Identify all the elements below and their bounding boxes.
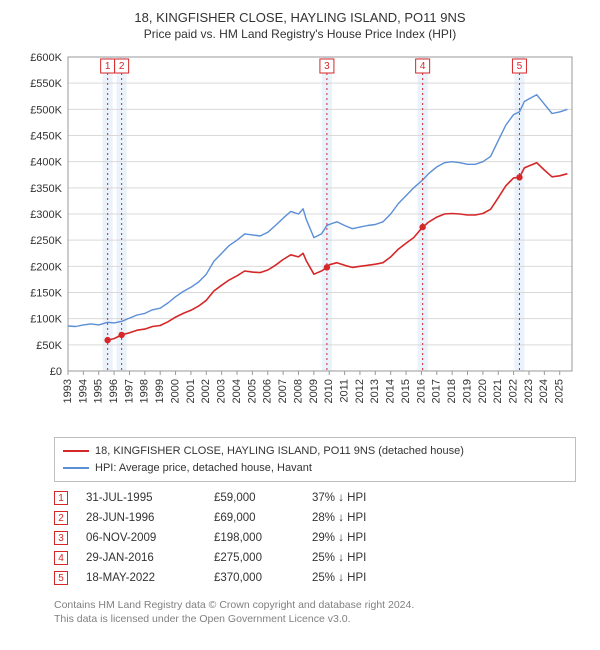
svg-text:£450K: £450K bbox=[30, 131, 62, 143]
transaction-marker-box: 1 bbox=[54, 491, 68, 505]
svg-text:2023: 2023 bbox=[523, 379, 535, 403]
svg-text:2020: 2020 bbox=[477, 379, 489, 403]
svg-text:2024: 2024 bbox=[538, 379, 550, 403]
svg-text:2007: 2007 bbox=[277, 379, 289, 403]
svg-text:1999: 1999 bbox=[154, 379, 166, 403]
svg-text:2018: 2018 bbox=[446, 379, 458, 403]
svg-text:2: 2 bbox=[119, 61, 125, 72]
transaction-price: £59,000 bbox=[214, 492, 294, 504]
transaction-date: 29-JAN-2016 bbox=[86, 552, 196, 564]
legend-label: HPI: Average price, detached house, Hava… bbox=[95, 460, 312, 477]
svg-text:2014: 2014 bbox=[385, 379, 397, 403]
svg-text:1998: 1998 bbox=[139, 379, 151, 403]
svg-text:£500K: £500K bbox=[30, 104, 62, 116]
svg-text:5: 5 bbox=[517, 61, 523, 72]
svg-text:2010: 2010 bbox=[323, 379, 335, 403]
legend-swatch bbox=[63, 467, 89, 469]
chart-container: £0 £50K £100K £150K £200K £250K £300K £350K £400… bbox=[20, 49, 580, 429]
svg-text:2013: 2013 bbox=[369, 379, 381, 403]
transaction-date: 31-JUL-1995 bbox=[86, 492, 196, 504]
legend-label: 18, KINGFISHER CLOSE, HAYLING ISLAND, PO… bbox=[95, 443, 464, 460]
svg-text:£0: £0 bbox=[50, 366, 62, 378]
title-main: 18, KINGFISHER CLOSE, HAYLING ISLAND, PO… bbox=[10, 10, 590, 25]
transaction-pct: 37% ↓ HPI bbox=[312, 492, 422, 504]
svg-text:2005: 2005 bbox=[246, 379, 258, 403]
legend-swatch bbox=[63, 450, 89, 452]
svg-text:1996: 1996 bbox=[108, 379, 120, 403]
svg-text:£250K: £250K bbox=[30, 235, 62, 247]
transaction-row: 1 31-JUL-1995 £59,000 37% ↓ HPI bbox=[54, 488, 576, 508]
svg-text:2003: 2003 bbox=[216, 379, 228, 403]
transaction-row: 3 06-NOV-2009 £198,000 29% ↓ HPI bbox=[54, 528, 576, 548]
legend-row: 18, KINGFISHER CLOSE, HAYLING ISLAND, PO… bbox=[63, 443, 567, 460]
transaction-pct: 28% ↓ HPI bbox=[312, 512, 422, 524]
svg-text:4: 4 bbox=[420, 61, 426, 72]
transaction-marker-box: 3 bbox=[54, 531, 68, 545]
legend: 18, KINGFISHER CLOSE, HAYLING ISLAND, PO… bbox=[54, 437, 576, 482]
svg-text:2012: 2012 bbox=[354, 379, 366, 403]
transaction-marker-box: 4 bbox=[54, 551, 68, 565]
svg-text:1: 1 bbox=[105, 61, 111, 72]
transaction-row: 5 18-MAY-2022 £370,000 25% ↓ HPI bbox=[54, 568, 576, 588]
svg-text:2017: 2017 bbox=[431, 379, 443, 403]
transaction-marker-box: 5 bbox=[54, 571, 68, 585]
svg-text:3: 3 bbox=[324, 61, 330, 72]
footer-line-1: Contains HM Land Registry data © Crown c… bbox=[54, 598, 576, 612]
transaction-row: 4 29-JAN-2016 £275,000 25% ↓ HPI bbox=[54, 548, 576, 568]
transaction-pct: 29% ↓ HPI bbox=[312, 532, 422, 544]
svg-text:£300K: £300K bbox=[30, 209, 62, 221]
svg-text:2001: 2001 bbox=[185, 379, 197, 403]
transaction-date: 06-NOV-2009 bbox=[86, 532, 196, 544]
transaction-marker-box: 2 bbox=[54, 511, 68, 525]
svg-text:£50K: £50K bbox=[36, 340, 62, 352]
transactions-table: 1 31-JUL-1995 £59,000 37% ↓ HPI 2 28-JUN-1996… bbox=[54, 488, 576, 588]
svg-text:2016: 2016 bbox=[415, 379, 427, 403]
svg-text:2022: 2022 bbox=[508, 379, 520, 403]
transaction-price: £275,000 bbox=[214, 552, 294, 564]
legend-row: HPI: Average price, detached house, Hava… bbox=[63, 460, 567, 477]
svg-text:2002: 2002 bbox=[200, 379, 212, 403]
svg-text:1995: 1995 bbox=[93, 379, 105, 403]
svg-text:1994: 1994 bbox=[77, 379, 89, 403]
svg-text:2015: 2015 bbox=[400, 379, 412, 403]
svg-text:2021: 2021 bbox=[492, 379, 504, 403]
svg-text:£150K: £150K bbox=[30, 288, 62, 300]
footer-line-2: This data is licensed under the Open Gov… bbox=[54, 612, 576, 626]
svg-text:£400K: £400K bbox=[30, 157, 62, 169]
svg-text:£350K: £350K bbox=[30, 183, 62, 195]
svg-text:1993: 1993 bbox=[62, 379, 74, 403]
svg-text:2004: 2004 bbox=[231, 379, 243, 403]
chart-titles: 18, KINGFISHER CLOSE, HAYLING ISLAND, PO… bbox=[10, 10, 590, 41]
svg-text:2000: 2000 bbox=[169, 379, 181, 403]
title-sub: Price paid vs. HM Land Registry's House … bbox=[10, 27, 590, 41]
svg-text:1997: 1997 bbox=[123, 379, 135, 403]
transaction-price: £370,000 bbox=[214, 572, 294, 584]
svg-text:2008: 2008 bbox=[292, 379, 304, 403]
svg-text:2006: 2006 bbox=[262, 379, 274, 403]
transaction-price: £198,000 bbox=[214, 532, 294, 544]
svg-text:2025: 2025 bbox=[554, 379, 566, 403]
svg-text:2019: 2019 bbox=[461, 379, 473, 403]
svg-text:2009: 2009 bbox=[308, 379, 320, 403]
footer: Contains HM Land Registry data © Crown c… bbox=[54, 598, 576, 626]
transaction-date: 18-MAY-2022 bbox=[86, 572, 196, 584]
transaction-pct: 25% ↓ HPI bbox=[312, 552, 422, 564]
svg-text:2011: 2011 bbox=[338, 379, 350, 403]
svg-text:£550K: £550K bbox=[30, 78, 62, 90]
transaction-pct: 25% ↓ HPI bbox=[312, 572, 422, 584]
svg-text:£200K: £200K bbox=[30, 261, 62, 273]
transaction-price: £69,000 bbox=[214, 512, 294, 524]
svg-text:£100K: £100K bbox=[30, 314, 62, 326]
price-chart: £0 £50K £100K £150K £200K £250K £300K £350K £400… bbox=[20, 49, 580, 429]
transaction-row: 2 28-JUN-1996 £69,000 28% ↓ HPI bbox=[54, 508, 576, 528]
svg-text:£600K: £600K bbox=[30, 52, 62, 64]
transaction-date: 28-JUN-1996 bbox=[86, 512, 196, 524]
